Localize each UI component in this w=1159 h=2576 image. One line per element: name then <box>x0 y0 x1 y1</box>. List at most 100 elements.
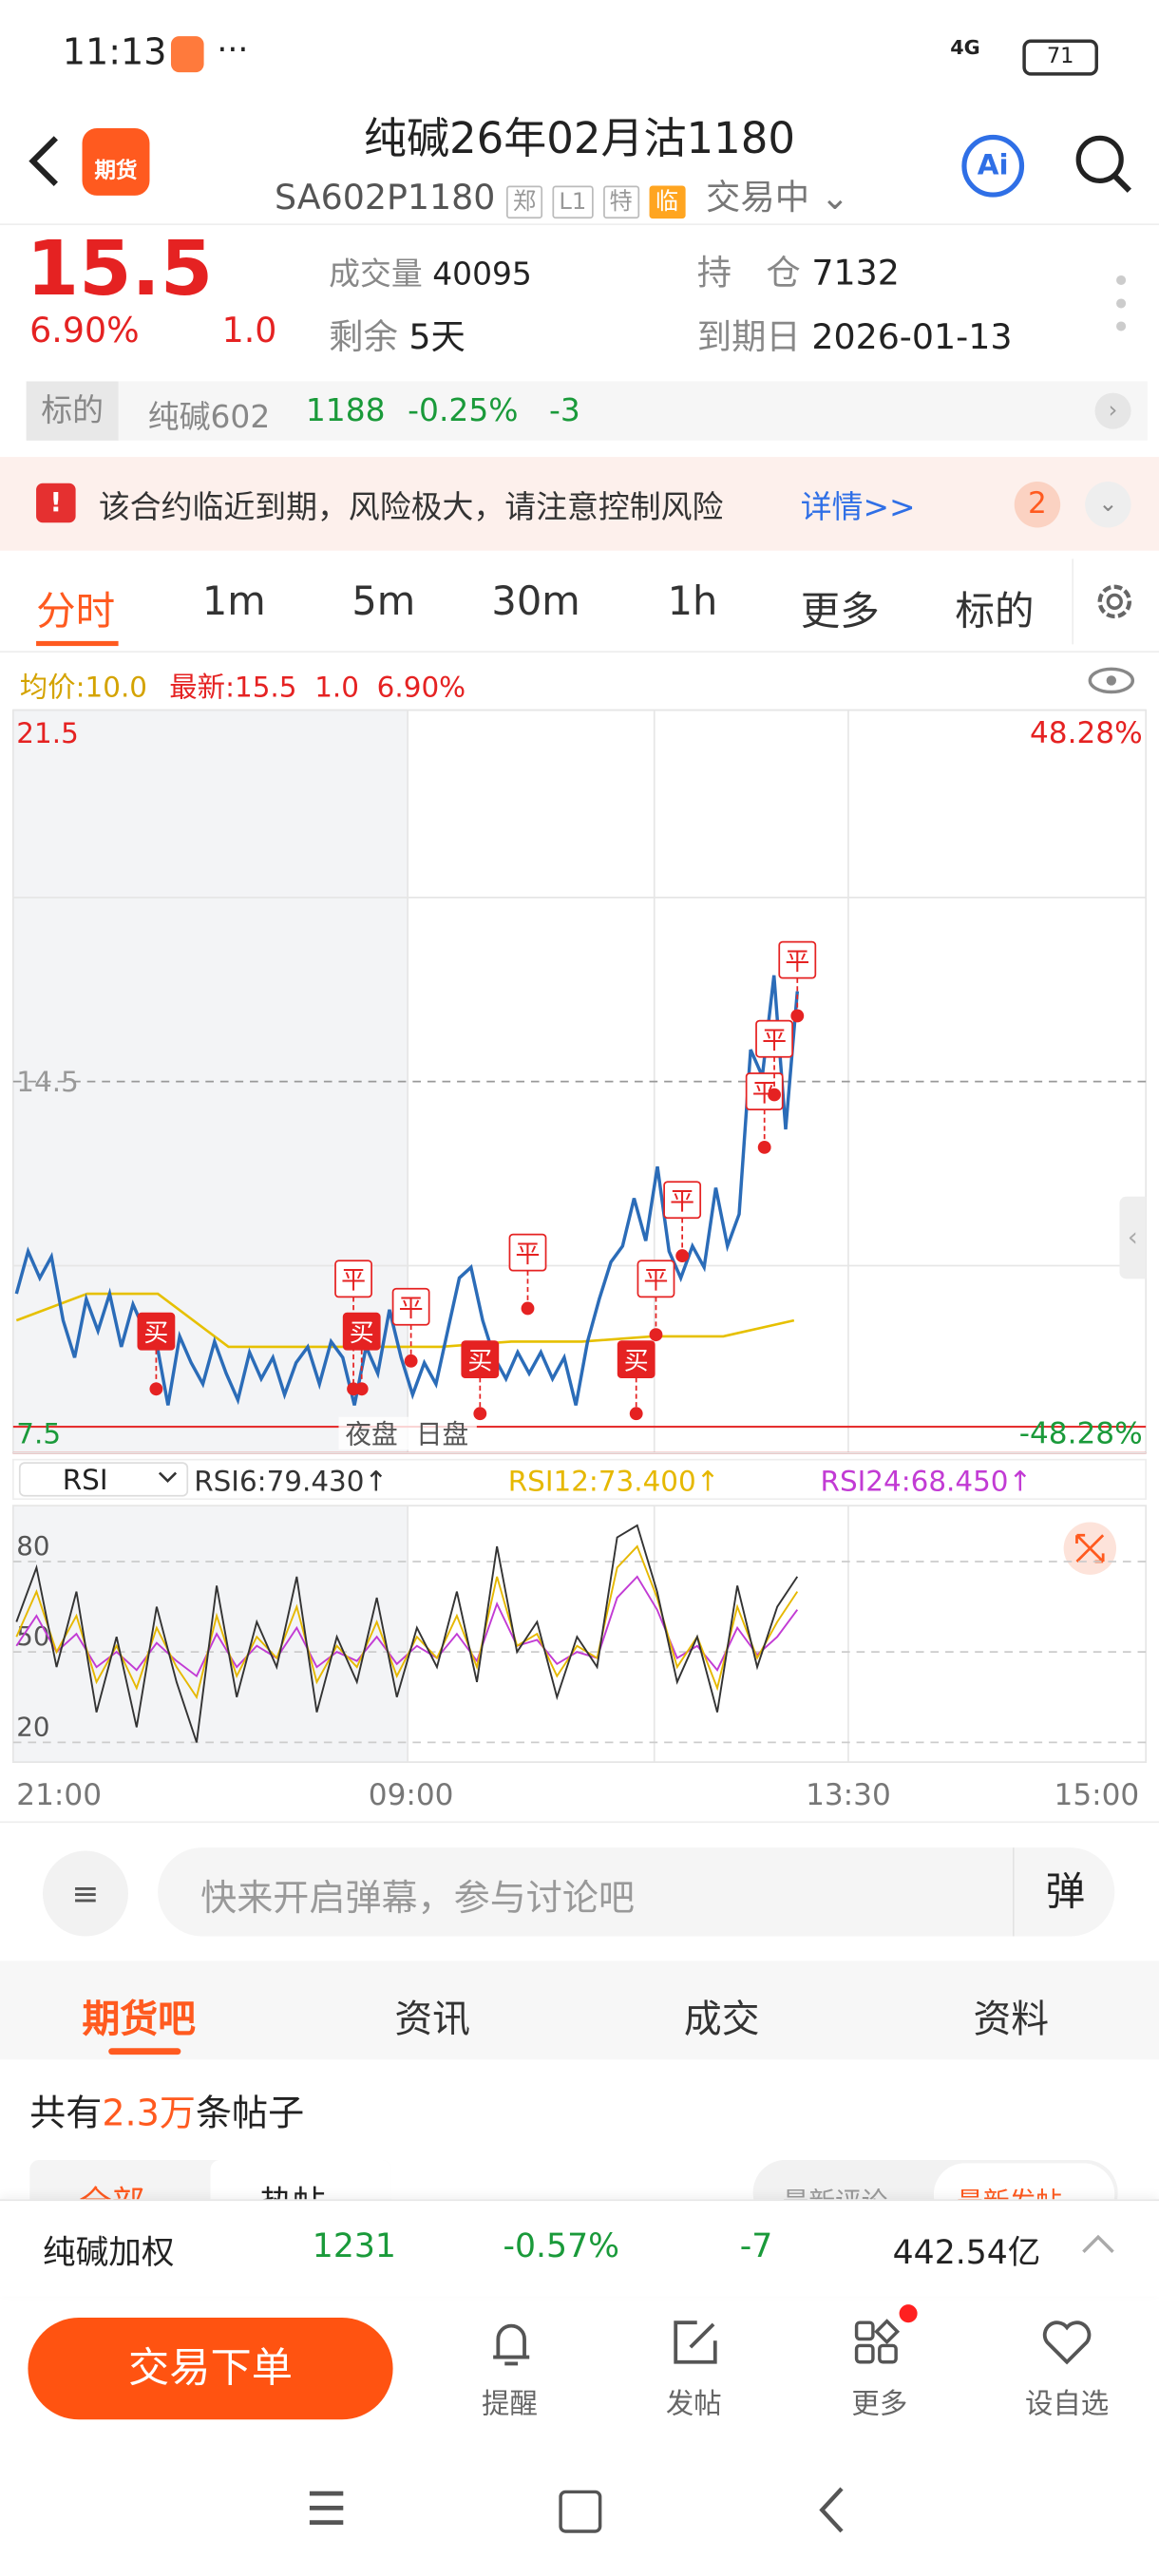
period-tab[interactable]: 标的 <box>955 588 1035 635</box>
underlying-label: 标的 <box>26 381 119 441</box>
marker-label: 平 <box>341 1267 366 1296</box>
nav-home[interactable] <box>559 2490 602 2533</box>
label: 到期日 <box>696 316 801 357</box>
period-tab[interactable]: 30m <box>491 578 580 625</box>
community-tab[interactable]: 成交 <box>683 1998 760 2042</box>
search-button[interactable] <box>1072 131 1134 197</box>
alert-link[interactable]: 详情>> <box>800 489 916 526</box>
marker-dot <box>473 1407 487 1421</box>
alert-icon: ! <box>36 483 76 523</box>
marker-box <box>778 940 817 979</box>
sort[interactable]: 最新发帖 <box>957 2180 1062 2200</box>
subtitle: SA602P1180 郑 L1 特临 交易中 ⌄ <box>274 177 850 219</box>
side-handle[interactable]: ‹ <box>1119 1196 1147 1279</box>
session-label: 夜盘 <box>345 1418 397 1449</box>
underlying-change: -3 <box>548 392 580 429</box>
index-price: 1231 <box>312 2226 396 2265</box>
post-icon <box>674 2320 717 2364</box>
marker-box <box>617 1340 656 1379</box>
community-tab[interactable]: 资讯 <box>394 1998 470 2042</box>
comment-input[interactable] <box>158 1847 1115 1937</box>
pct-top: 48.28% <box>1030 716 1143 750</box>
index-bar[interactable] <box>0 2199 1159 2297</box>
marker-dot <box>675 1249 690 1263</box>
period-tab[interactable]: 1m <box>201 578 266 625</box>
battery: 71 <box>1022 39 1098 76</box>
expiry: 到期日 2026-01-13 <box>697 311 1013 360</box>
y-tick-label: 7.5 <box>16 1417 61 1449</box>
marker-box <box>391 1287 430 1326</box>
danmaku-button[interactable]: 弹 <box>1012 1847 1116 1937</box>
nav-menu[interactable]: ☰ <box>305 2482 348 2537</box>
avg-line <box>15 1292 795 1349</box>
underlying-row[interactable] <box>26 381 1148 441</box>
marker-label: 平 <box>762 1027 787 1055</box>
marker-dot <box>404 1354 418 1368</box>
period-tab[interactable]: 1h <box>667 578 718 625</box>
marker-box <box>755 1019 793 1058</box>
danmaku-toggle[interactable]: ≡ <box>42 1850 128 1937</box>
community-tab[interactable]: 资料 <box>973 1998 1050 2042</box>
rsi-line <box>15 1524 799 1743</box>
index-amount: 442.54亿 <box>892 2232 1041 2272</box>
marker-label: 平 <box>785 948 809 976</box>
x-tick-label: 15:00 <box>1054 1778 1140 1812</box>
chart: 7.514.521.5 48.28%-48.28%夜盘 日盘买平买平买平买平平平平平… <box>11 709 1148 1812</box>
label: 持 仓 <box>696 253 801 294</box>
action-label[interactable]: 提醒 <box>482 2388 538 2422</box>
alert-text: 该合约临近到期，风险极大，请注意控制风险 <box>98 489 724 526</box>
tag: 郑 <box>505 185 543 219</box>
community-tab[interactable]: 期货吧 <box>82 1998 196 2042</box>
rsi-tick-label: 20 <box>16 1711 49 1742</box>
community-tabs <box>0 1960 1159 2060</box>
marker-box <box>137 1312 176 1351</box>
nav-back[interactable] <box>812 2482 852 2538</box>
underlying-name: 纯碱602 <box>147 399 271 436</box>
price: 15.5 <box>26 223 214 313</box>
tag: L1 <box>552 185 594 219</box>
session-label: 日盘 <box>416 1418 468 1449</box>
marker-label: 平 <box>670 1188 694 1217</box>
y-tick-label: 21.5 <box>16 717 78 749</box>
marker-dot <box>354 1382 369 1396</box>
index-change-pct: -0.57% <box>503 2226 619 2265</box>
action-label[interactable]: 更多 <box>851 2388 908 2422</box>
eye[interactable] <box>1085 664 1137 697</box>
sort[interactable]: 最新评论 <box>783 2180 888 2200</box>
ai-button[interactable]: Ai <box>961 134 1025 198</box>
action-label[interactable]: 发帖 <box>665 2388 722 2422</box>
tag: 临 <box>649 185 686 219</box>
marker-label: 买 <box>624 1348 649 1376</box>
period-tab[interactable]: 更多 <box>800 588 880 635</box>
app-icon[interactable]: 期货 <box>82 127 150 196</box>
post-count: 共有2.3万条帖子 <box>29 2084 304 2136</box>
tag: 特 <box>602 185 639 219</box>
filter[interactable]: 热帖 <box>259 2176 325 2199</box>
collapse[interactable] <box>1078 2229 1118 2263</box>
period-tab[interactable]: 5m <box>352 578 416 625</box>
badge <box>899 2304 918 2323</box>
title: 纯碱26年02月沽1180 <box>364 115 795 165</box>
alert-count[interactable]: 2 <box>1014 482 1061 528</box>
more-menu[interactable]: • • • <box>1111 261 1131 348</box>
open-interest: 持 仓 7132 <box>697 247 900 296</box>
notif-icon <box>170 36 204 73</box>
marker-box <box>342 1312 381 1351</box>
alert-expand[interactable]: ⌄ <box>1085 482 1131 528</box>
marker-box <box>334 1260 372 1298</box>
change: 1.0 <box>221 311 277 350</box>
underlying-arrow[interactable]: › <box>1094 392 1131 429</box>
settings[interactable] <box>1090 577 1139 626</box>
filter[interactable]: 全部 <box>79 2176 144 2199</box>
rsi-selector[interactable] <box>18 1462 189 1497</box>
value: 5天 <box>408 316 466 357</box>
suffix: 条帖子 <box>195 2093 305 2135</box>
prefix: 共有 <box>29 2093 103 2135</box>
trade-status[interactable]: 交易中 <box>706 177 810 218</box>
period-tab[interactable]: 分时 <box>36 588 116 635</box>
trade-button[interactable]: 交易下单 <box>28 2318 393 2420</box>
tags: 郑 L1 特临 <box>505 178 695 219</box>
back-button[interactable] <box>23 131 66 190</box>
action-label[interactable]: 设自选 <box>1024 2388 1110 2422</box>
